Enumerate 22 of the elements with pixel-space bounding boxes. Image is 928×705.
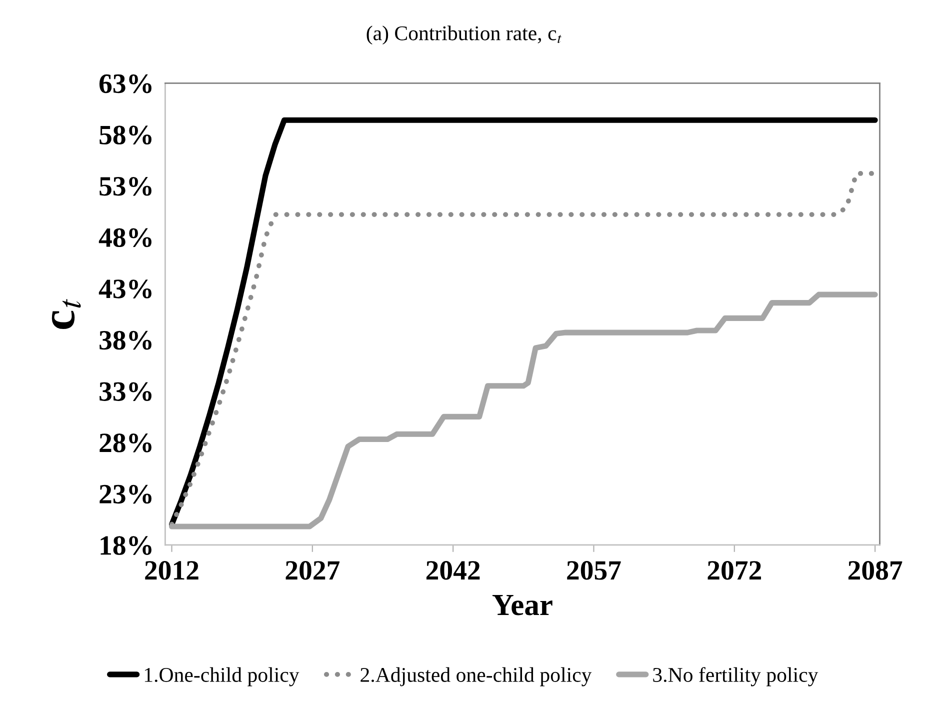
y-tick-label: 58% <box>100 126 152 144</box>
y-tick-label: 63% <box>99 74 152 94</box>
x-tick-label: 2027 <box>286 561 340 580</box>
legend-label: 2.Adjusted one-child policy <box>360 667 592 686</box>
y-tick-label: 48% <box>98 228 152 248</box>
legend-label: 3.No fertility policy <box>653 667 818 686</box>
x-tick-label: 2087 <box>848 561 902 580</box>
y-tick-label: 53% <box>100 176 152 196</box>
x-tick-label: 2042 <box>426 561 480 580</box>
y-tick-label: 28% <box>100 434 152 452</box>
x-tick-label: 2057 <box>567 561 621 580</box>
chart-title: (a) Contribution rate, c$_{t}$ <box>366 26 562 45</box>
y-tick-label: 38% <box>100 330 152 350</box>
y-axis-title: c$_{t}$ <box>52 299 81 329</box>
legend-label: 1.One-child policy <box>144 667 300 686</box>
x-axis-title: Year <box>492 594 552 616</box>
y-tick-label: 43% <box>98 280 152 298</box>
x-tick-label: 2012 <box>145 561 198 580</box>
y-tick-label: 18% <box>100 536 152 555</box>
y-tick-label: 23% <box>100 484 152 504</box>
x-tick-label: 2072 <box>708 561 761 580</box>
y-tick-label: 33% <box>100 382 152 402</box>
